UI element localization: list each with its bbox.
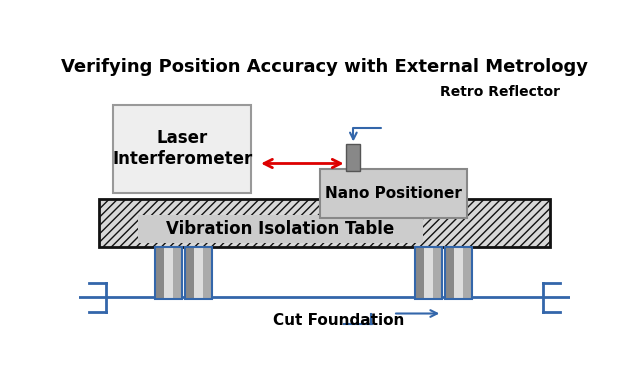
Text: Verifying Position Accuracy with External Metrology: Verifying Position Accuracy with Externa… bbox=[61, 58, 588, 76]
Bar bbox=[113, 105, 251, 193]
Bar bbox=[185, 247, 211, 299]
Text: Cut Foundation: Cut Foundation bbox=[273, 313, 404, 328]
Bar bbox=[138, 215, 423, 243]
Bar bbox=[444, 247, 472, 299]
Bar bbox=[194, 247, 203, 299]
Bar bbox=[346, 144, 360, 171]
Bar bbox=[164, 247, 173, 299]
Text: Retro Reflector: Retro Reflector bbox=[440, 85, 560, 99]
Bar bbox=[444, 247, 454, 299]
Bar bbox=[155, 247, 164, 299]
Bar bbox=[173, 247, 182, 299]
Bar bbox=[185, 247, 194, 299]
Text: Nano Positioner: Nano Positioner bbox=[325, 186, 461, 201]
Bar bbox=[454, 247, 463, 299]
Bar bbox=[203, 247, 211, 299]
Text: Vibration Isolation Table: Vibration Isolation Table bbox=[166, 220, 394, 238]
Bar bbox=[99, 199, 550, 247]
Bar bbox=[155, 247, 182, 299]
Text: Laser
Interferometer: Laser Interferometer bbox=[112, 129, 253, 168]
Bar bbox=[415, 247, 424, 299]
Bar bbox=[415, 247, 442, 299]
Bar bbox=[320, 169, 467, 218]
Bar bbox=[463, 247, 472, 299]
Bar bbox=[433, 247, 442, 299]
Bar bbox=[424, 247, 433, 299]
